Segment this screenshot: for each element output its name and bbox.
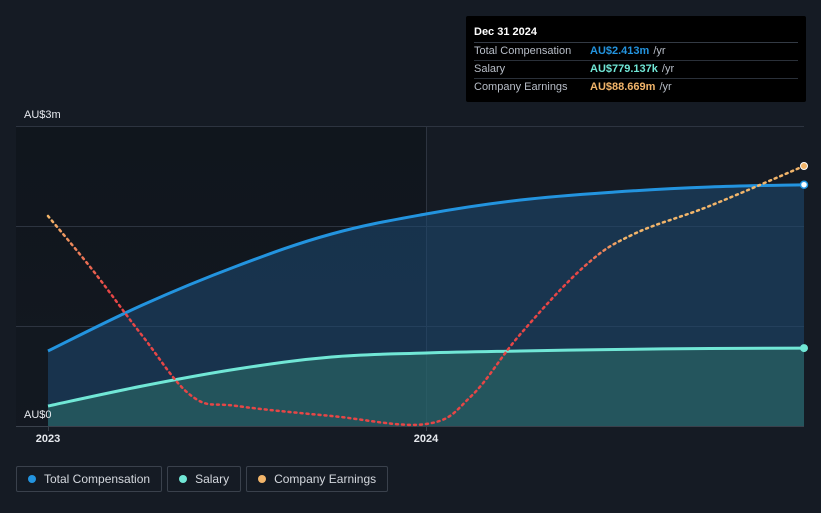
legend-item-salary[interactable]: Salary — [167, 466, 242, 492]
tooltip-unit: /yr — [653, 45, 666, 57]
tooltip-label: Salary — [474, 63, 506, 75]
tooltip-value: AU$2.413m — [590, 45, 650, 57]
y-tick-label: AU$0 — [24, 409, 52, 421]
total-compensation-line — [47, 183, 805, 353]
tooltip-unit: /yr — [661, 63, 675, 75]
tooltip-label: Total Compensation — [474, 45, 572, 57]
total-compensation-end-marker — [799, 180, 809, 189]
legend-dot-icon — [258, 475, 267, 483]
tooltip-date: Dec 31 2024 — [474, 24, 798, 43]
tooltip-row-company-earnings: Company Earnings AU$88.669m /yr — [474, 79, 798, 96]
x-tick-label: 2023 — [36, 433, 60, 445]
tooltip-row-total-compensation: Total Compensation AU$2.413m /yr — [474, 43, 798, 61]
tooltip-unit: /yr — [659, 81, 672, 93]
legend-item-total-compensation[interactable]: Total Compensation — [16, 466, 163, 492]
legend-dot-icon — [179, 475, 188, 483]
tooltip-value: AU$779.137k — [590, 63, 658, 75]
legend-item-company-earnings[interactable]: Company Earnings — [246, 466, 389, 492]
y-tick-label: AU$3m — [24, 109, 61, 121]
tooltip-label: Company Earnings — [474, 81, 568, 93]
legend-dot-icon — [28, 475, 36, 483]
company-earnings-end-marker — [800, 162, 808, 170]
tooltip: Dec 31 2024 Total Compensation AU$2.413m… — [466, 16, 806, 102]
legend-label: Total Compensation — [44, 472, 151, 486]
x-tick-label: 2024 — [414, 433, 439, 445]
salary-end-marker — [800, 344, 808, 353]
salary-line — [47, 346, 805, 408]
legend: Total Compensation Salary Company Earnin… — [16, 466, 389, 492]
tooltip-row-salary: Salary AU$779.137k /yr — [474, 61, 798, 79]
legend-label: Salary — [195, 472, 230, 486]
company-earnings-line — [46, 164, 806, 427]
tooltip-value: AU$88.669m — [590, 81, 656, 93]
legend-label: Company Earnings — [274, 472, 377, 486]
